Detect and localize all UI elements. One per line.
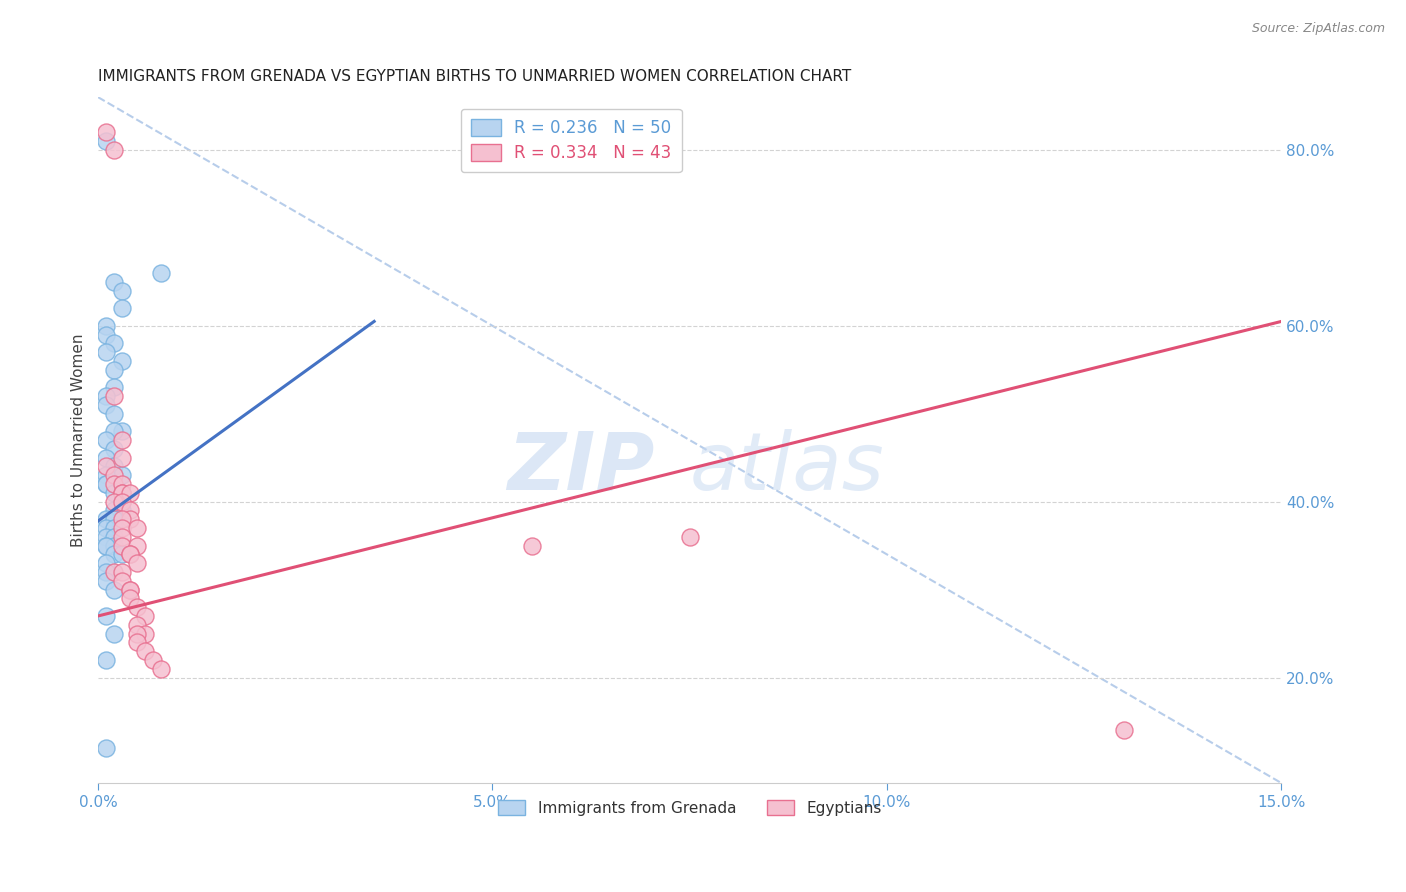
Point	[103, 407, 125, 421]
Text: atlas: atlas	[690, 428, 884, 507]
Legend: Immigrants from Grenada, Egyptians: Immigrants from Grenada, Egyptians	[491, 792, 890, 823]
Point	[111, 486, 134, 500]
Point	[94, 327, 117, 342]
Point	[103, 539, 125, 553]
Point	[94, 433, 117, 447]
Point	[94, 125, 117, 139]
Point	[111, 468, 134, 483]
Point	[111, 486, 134, 500]
Point	[103, 442, 125, 456]
Point	[1112, 723, 1135, 738]
Point	[103, 548, 125, 562]
Point	[111, 521, 134, 535]
Point	[103, 275, 125, 289]
Point	[103, 143, 125, 157]
Point	[94, 565, 117, 579]
Text: ZIP: ZIP	[506, 428, 654, 507]
Point	[103, 477, 125, 491]
Point	[94, 468, 117, 483]
Point	[127, 539, 149, 553]
Point	[94, 609, 117, 624]
Point	[94, 459, 117, 474]
Point	[94, 539, 117, 553]
Point	[94, 556, 117, 570]
Point	[103, 626, 125, 640]
Point	[118, 503, 141, 517]
Point	[111, 354, 134, 368]
Point	[103, 512, 125, 526]
Point	[127, 635, 149, 649]
Point	[111, 574, 134, 588]
Point	[118, 548, 141, 562]
Point	[111, 450, 134, 465]
Point	[134, 609, 156, 624]
Point	[111, 486, 134, 500]
Point	[111, 425, 134, 439]
Point	[103, 486, 125, 500]
Point	[103, 565, 125, 579]
Point	[127, 600, 149, 615]
Point	[103, 459, 125, 474]
Point	[103, 425, 125, 439]
Point	[94, 653, 117, 667]
Text: IMMIGRANTS FROM GRENADA VS EGYPTIAN BIRTHS TO UNMARRIED WOMEN CORRELATION CHART: IMMIGRANTS FROM GRENADA VS EGYPTIAN BIRT…	[98, 69, 851, 84]
Point	[94, 740, 117, 755]
Point	[150, 266, 173, 280]
Point	[111, 494, 134, 508]
Text: Source: ZipAtlas.com: Source: ZipAtlas.com	[1251, 22, 1385, 36]
Point	[103, 336, 125, 351]
Point	[111, 512, 134, 526]
Point	[118, 548, 141, 562]
Point	[111, 565, 134, 579]
Point	[127, 521, 149, 535]
Point	[94, 398, 117, 412]
Point	[103, 582, 125, 597]
Point	[134, 626, 156, 640]
Point	[111, 433, 134, 447]
Point	[111, 494, 134, 508]
Point	[94, 389, 117, 403]
Point	[520, 539, 543, 553]
Point	[103, 468, 125, 483]
Point	[103, 494, 125, 508]
Point	[111, 301, 134, 316]
Point	[94, 530, 117, 544]
Point	[103, 380, 125, 394]
Point	[94, 512, 117, 526]
Point	[111, 284, 134, 298]
Point	[134, 644, 156, 658]
Point	[94, 134, 117, 148]
Y-axis label: Births to Unmarried Women: Births to Unmarried Women	[72, 334, 86, 547]
Point	[94, 345, 117, 359]
Point	[111, 477, 134, 491]
Point	[103, 530, 125, 544]
Point	[111, 548, 134, 562]
Point	[118, 591, 141, 606]
Point	[94, 477, 117, 491]
Point	[94, 539, 117, 553]
Point	[142, 653, 165, 667]
Point	[94, 521, 117, 535]
Point	[150, 662, 173, 676]
Point	[118, 486, 141, 500]
Point	[94, 318, 117, 333]
Point	[127, 617, 149, 632]
Point	[103, 363, 125, 377]
Point	[111, 503, 134, 517]
Point	[127, 626, 149, 640]
Point	[103, 521, 125, 535]
Point	[94, 574, 117, 588]
Point	[111, 539, 134, 553]
Point	[679, 530, 702, 544]
Point	[103, 512, 125, 526]
Point	[94, 477, 117, 491]
Point	[118, 512, 141, 526]
Point	[111, 530, 134, 544]
Point	[118, 582, 141, 597]
Point	[103, 503, 125, 517]
Point	[94, 450, 117, 465]
Point	[118, 582, 141, 597]
Point	[127, 556, 149, 570]
Point	[103, 389, 125, 403]
